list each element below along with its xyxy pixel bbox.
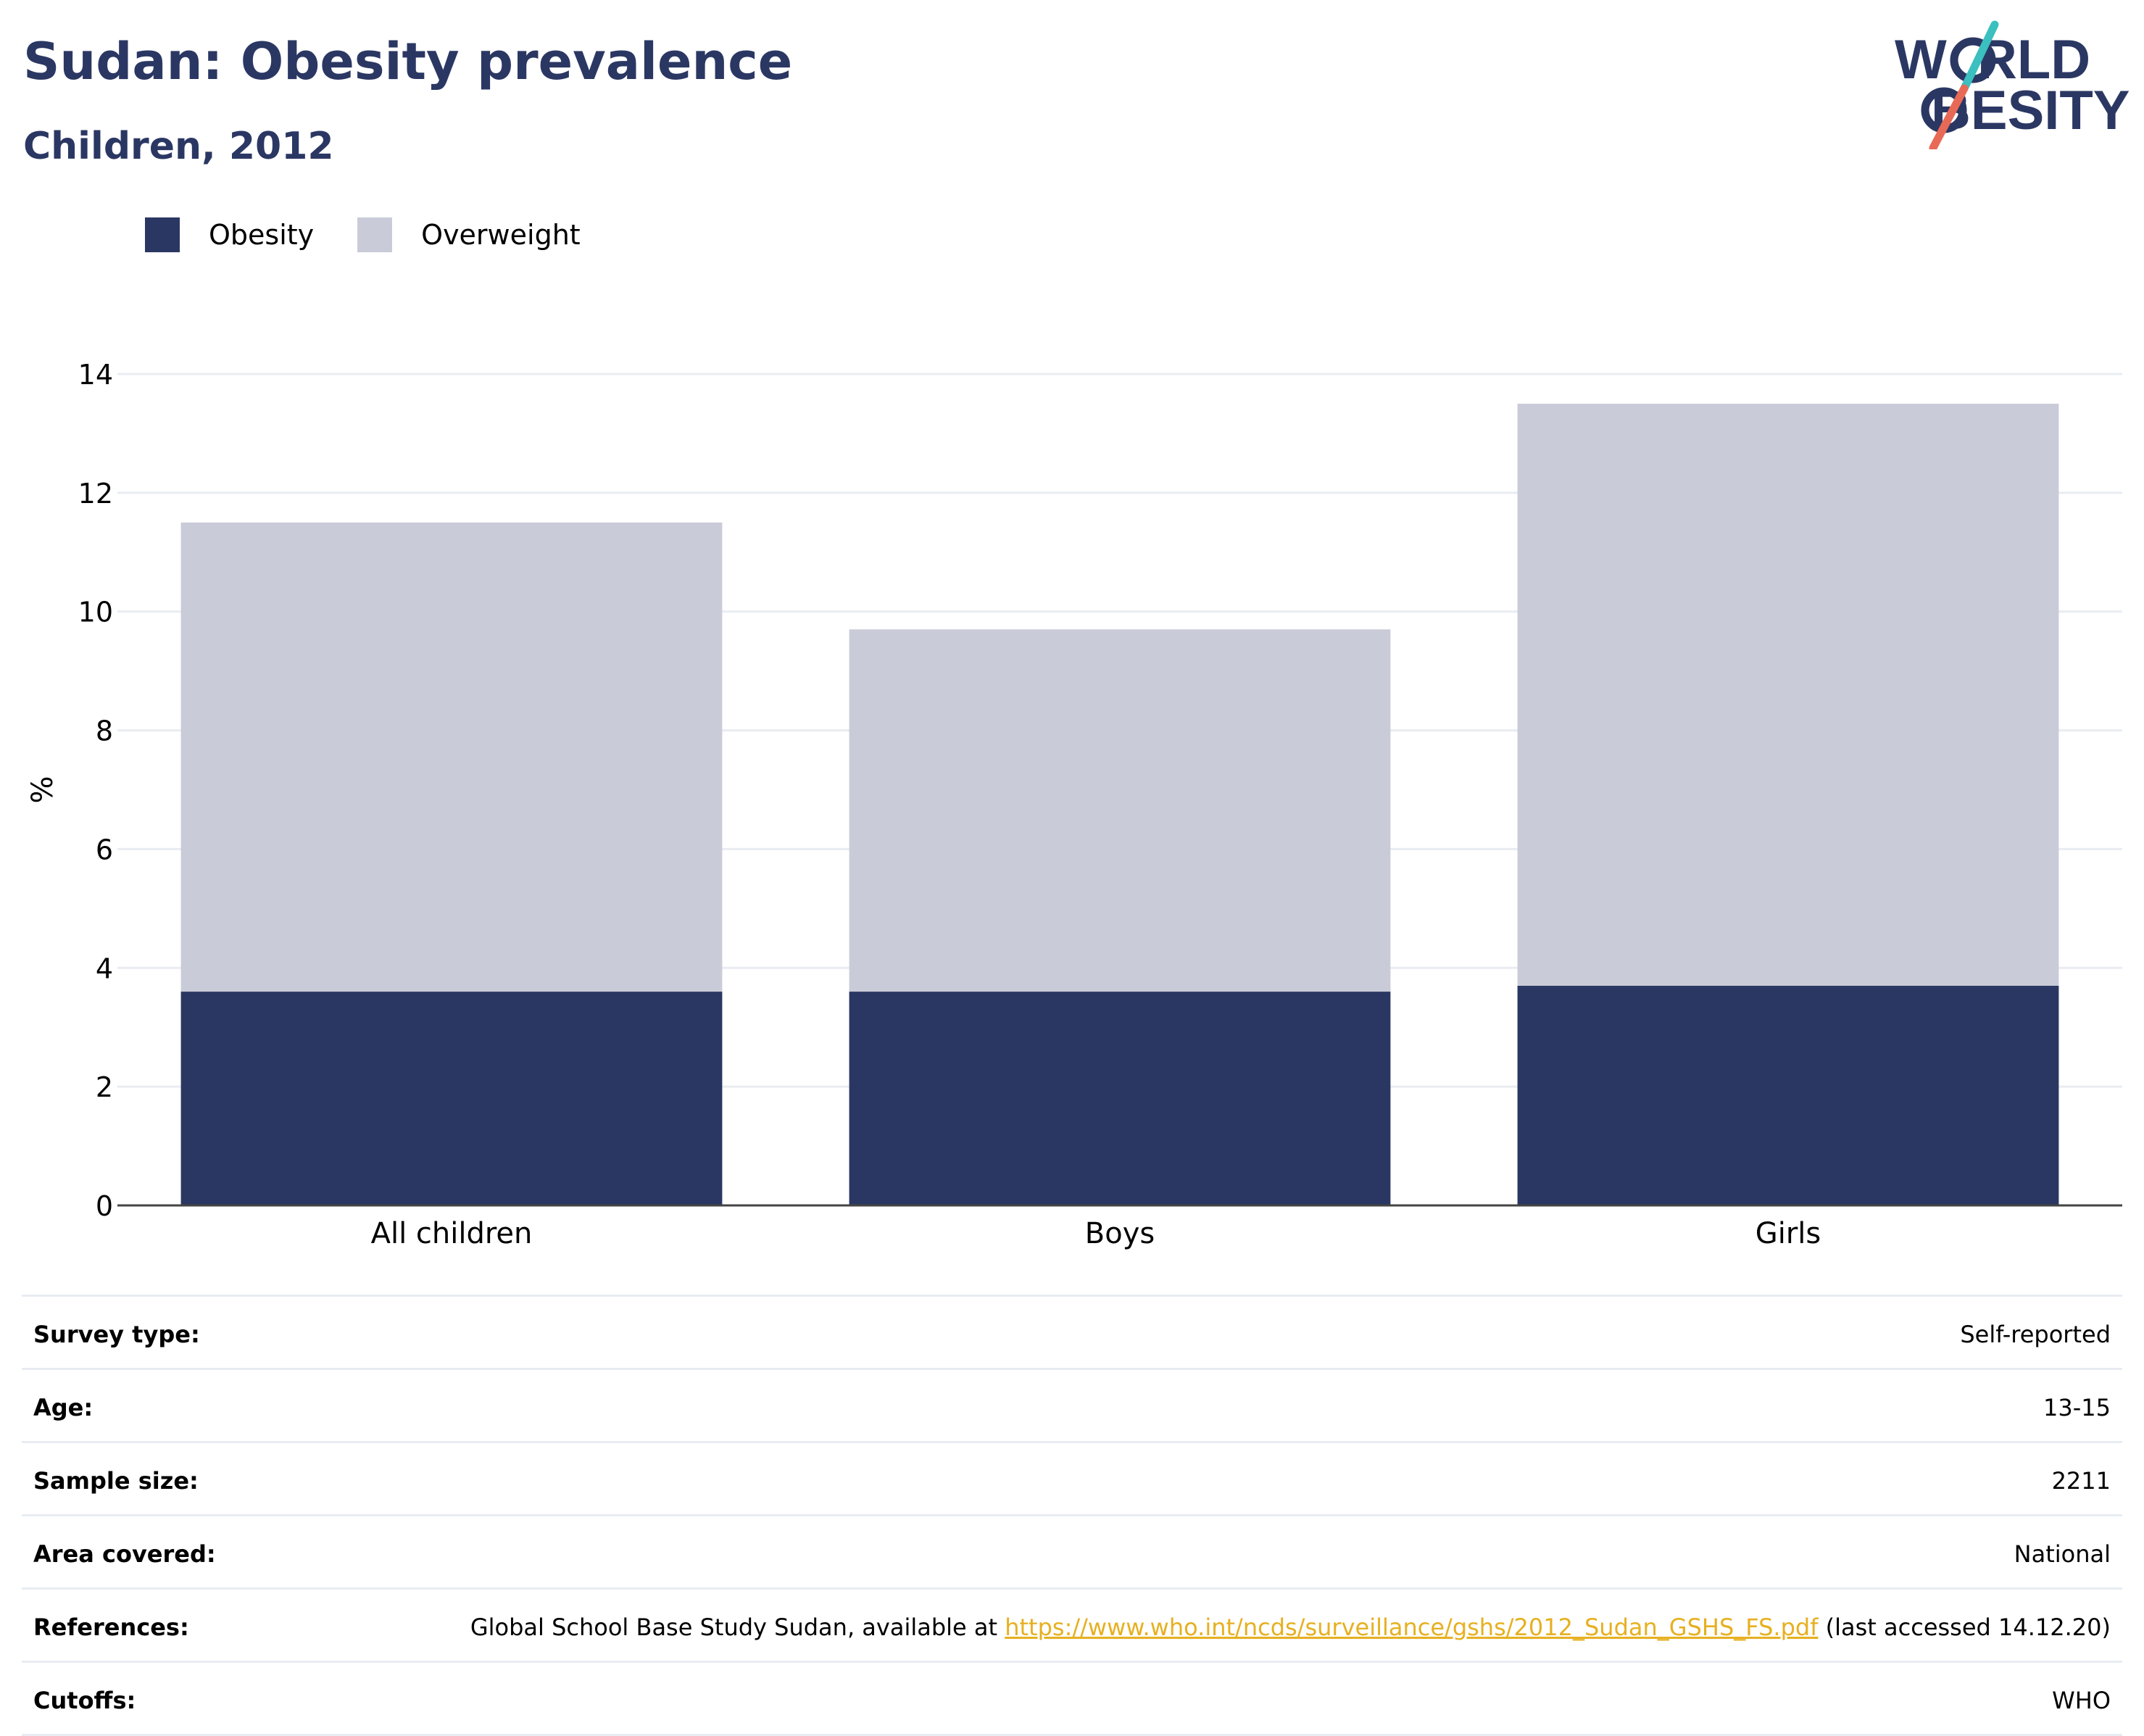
survey-value: Self-reported — [1960, 1321, 2111, 1348]
bar-overweight-boys — [849, 629, 1391, 992]
legend-label-overweight: Overweight — [421, 219, 581, 251]
x-tick-label: Boys — [1085, 1217, 1155, 1250]
survey-row-area-covered: Area covered: National — [22, 1515, 2122, 1589]
survey-value: 2211 — [2051, 1467, 2111, 1495]
y-tick-label: 10 — [78, 597, 113, 628]
legend-swatch-overweight — [357, 217, 393, 252]
survey-key: Sample size: — [33, 1467, 199, 1495]
logo-slash-top — [1960, 20, 1999, 93]
bar-overweight-girls — [1517, 403, 2059, 986]
world-obesity-logo: W RLD BESITY — [1895, 20, 2130, 149]
y-tick-label: 0 — [96, 1190, 113, 1222]
chart-subtitle: Children, 2012 — [23, 125, 334, 168]
legend-label-obesity: Obesity — [209, 219, 315, 251]
survey-row-survey-type: Survey type: Self-reported — [22, 1295, 2122, 1369]
bar-overweight-all-children — [180, 522, 723, 992]
survey-key: Area covered: — [33, 1540, 216, 1568]
chart-title: Sudan: Obesity prevalence — [23, 32, 793, 91]
survey-row-sample-size: Sample size: 2211 — [22, 1442, 2122, 1516]
survey-info-table: Survey type: Self-reported Age: 13-15 Sa… — [22, 1295, 2122, 1736]
y-axis-label: % — [26, 776, 59, 803]
survey-row-references: References: Global School Base Study Sud… — [22, 1588, 2122, 1662]
y-tick-label: 4 — [96, 952, 113, 984]
survey-value: WHO — [2052, 1687, 2111, 1714]
survey-key: Cutoffs: — [33, 1687, 136, 1714]
chart-legend: Obesity Overweight — [145, 216, 624, 254]
legend-swatch-obesity — [145, 217, 180, 252]
bar-chart: 0 2 4 6 8 10 12 14% All children Boys Girls — [26, 359, 2122, 1250]
survey-row-cutoffs: Cutoffs: WHO — [22, 1661, 2122, 1735]
survey-key: Age: — [33, 1394, 94, 1421]
survey-row-age: Age: 13-15 — [22, 1369, 2122, 1442]
y-tick-label: 14 — [78, 359, 113, 391]
bar-obesity-girls — [1517, 985, 2059, 1205]
reference-suffix: (last accessed 14.12.20) — [1818, 1614, 2111, 1641]
reference-prefix: Global School Base Study Sudan, availabl… — [470, 1614, 1005, 1641]
x-tick-label: All children — [371, 1217, 533, 1250]
y-tick-label: 12 — [78, 478, 113, 510]
y-tick-label: 2 — [96, 1071, 113, 1103]
survey-key: References: — [33, 1614, 189, 1641]
survey-value: 13-15 — [2043, 1394, 2111, 1421]
legend-item-overweight[interactable]: Overweight — [357, 217, 581, 252]
bar-obesity-all-children — [180, 992, 723, 1205]
y-tick-label: 6 — [96, 834, 113, 865]
bar-obesity-boys — [849, 992, 1391, 1205]
survey-key: Survey type: — [33, 1321, 200, 1348]
x-tick-label: Girls — [1755, 1217, 1821, 1250]
y-tick-label: 8 — [96, 715, 113, 747]
survey-value: National — [2014, 1540, 2111, 1568]
logo-slash-bottom — [1929, 84, 1969, 149]
legend-item-obesity[interactable]: Obesity — [145, 217, 314, 252]
reference-link[interactable]: https://www.who.int/ncds/surveillance/gs… — [1005, 1614, 1819, 1641]
survey-value: Global School Base Study Sudan, availabl… — [407, 1589, 2122, 1662]
